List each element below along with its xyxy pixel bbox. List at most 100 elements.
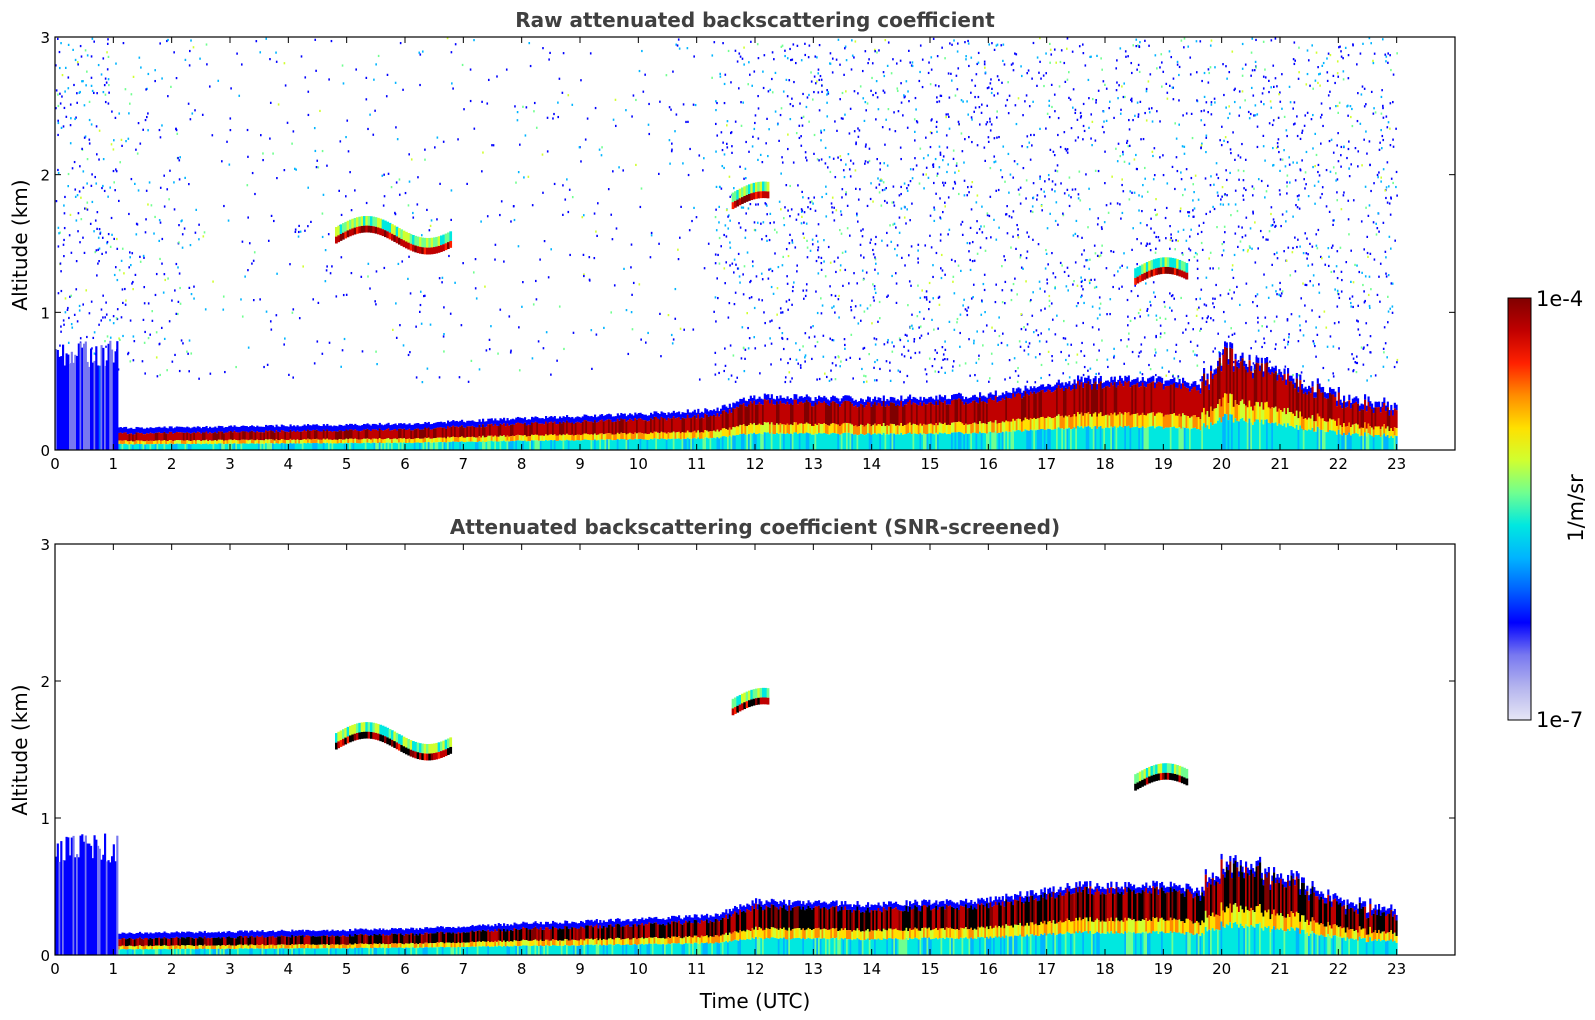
noise-pixel — [889, 379, 892, 382]
noise-pixel — [808, 336, 811, 339]
backscatter-cell — [221, 443, 224, 450]
noise-pixel — [1087, 369, 1089, 372]
noise-pixel — [81, 147, 83, 150]
noise-pixel — [134, 273, 137, 277]
noise-pixel — [1286, 181, 1288, 184]
backscatter-cell — [193, 426, 196, 433]
noise-pixel — [1078, 170, 1081, 173]
noise-pixel — [1346, 104, 1349, 107]
noise-pixel — [1232, 131, 1234, 134]
backscatter-cell — [142, 428, 145, 435]
noise-pixel — [74, 117, 76, 121]
noise-pixel — [1225, 169, 1227, 172]
noise-pixel — [186, 350, 188, 353]
noise-pixel — [787, 361, 789, 365]
noise-pixel — [910, 284, 912, 287]
backscatter-cell — [175, 426, 178, 432]
backscatter-cell — [632, 434, 635, 440]
noise-pixel — [167, 38, 169, 42]
backscatter-cell — [387, 428, 390, 439]
noise-pixel — [1269, 100, 1272, 103]
noise-pixel — [832, 157, 835, 160]
noise-pixel — [1138, 70, 1141, 74]
backscatter-cell — [713, 430, 716, 438]
noise-pixel — [68, 234, 71, 237]
noise-pixel — [889, 369, 891, 372]
noise-pixel — [879, 367, 881, 371]
noise-pixel — [1124, 50, 1127, 53]
noise-pixel — [963, 298, 965, 301]
noise-pixel — [1097, 217, 1100, 220]
backscatter-cell — [224, 440, 227, 444]
noise-pixel — [1031, 144, 1033, 147]
noise-pixel — [968, 250, 970, 253]
noise-pixel — [1156, 67, 1158, 70]
noise-pixel — [1175, 137, 1178, 140]
backscatter-cell — [426, 428, 429, 439]
noise-pixel — [1015, 247, 1017, 250]
noise-pixel — [789, 184, 791, 188]
noise-pixel — [771, 91, 774, 94]
noise-pixel — [679, 236, 681, 239]
backscatter-cell — [550, 440, 553, 450]
noise-pixel — [806, 246, 809, 249]
backscatter-cell — [630, 439, 633, 450]
noise-pixel — [325, 269, 328, 272]
noise-pixel — [966, 309, 968, 312]
noise-pixel — [960, 223, 962, 226]
noise-pixel — [571, 196, 574, 199]
noise-pixel — [127, 352, 129, 356]
noise-pixel — [188, 183, 190, 186]
noise-pixel — [57, 93, 59, 96]
backscatter-cell — [478, 424, 481, 437]
noise-pixel — [1148, 44, 1150, 47]
backscatter-cell — [179, 440, 182, 444]
backscatter-cell — [356, 430, 359, 440]
backscatter-cell — [471, 420, 474, 426]
noise-pixel — [1224, 320, 1226, 323]
backscatter-cell — [443, 427, 446, 438]
noise-pixel — [1162, 70, 1165, 73]
noise-pixel — [789, 215, 791, 218]
noise-pixel — [644, 73, 646, 76]
noise-pixel — [895, 301, 898, 305]
noise-pixel — [1126, 298, 1129, 302]
noise-pixel — [1024, 100, 1026, 103]
noise-pixel — [1004, 213, 1007, 216]
backscatter-cell — [445, 428, 448, 439]
noise-pixel — [175, 129, 178, 132]
backscatter-cell — [506, 418, 509, 424]
noise-pixel — [1280, 224, 1282, 228]
noise-pixel — [723, 166, 725, 170]
noise-pixel — [1090, 137, 1092, 140]
noise-pixel — [252, 259, 255, 262]
backscatter-cell — [560, 417, 563, 424]
noise-pixel — [1298, 46, 1300, 49]
noise-pixel — [1121, 178, 1123, 181]
noise-pixel — [977, 61, 980, 64]
noise-pixel — [1130, 100, 1133, 103]
noise-pixel — [1137, 113, 1140, 116]
noise-pixel — [1072, 88, 1075, 91]
noise-pixel — [429, 224, 432, 227]
noise-pixel — [677, 38, 680, 41]
noise-pixel — [671, 148, 673, 151]
backscatter-cell — [373, 423, 376, 430]
noise-pixel — [595, 333, 598, 336]
noise-pixel — [189, 49, 191, 53]
noise-pixel — [1174, 248, 1176, 251]
noise-pixel — [1279, 169, 1281, 173]
noise-pixel — [481, 100, 483, 103]
noise-pixel — [1379, 300, 1381, 303]
noise-pixel — [395, 126, 397, 129]
backscatter-cell — [690, 438, 693, 450]
noise-pixel — [316, 340, 319, 343]
noise-pixel — [1205, 134, 1208, 137]
noise-pixel — [781, 156, 783, 159]
noise-pixel — [112, 322, 115, 325]
noise-pixel — [1004, 104, 1007, 107]
backscatter-cell — [322, 429, 325, 439]
backscatter-cell — [455, 426, 458, 438]
noise-pixel — [451, 82, 453, 85]
noise-pixel — [779, 113, 782, 117]
